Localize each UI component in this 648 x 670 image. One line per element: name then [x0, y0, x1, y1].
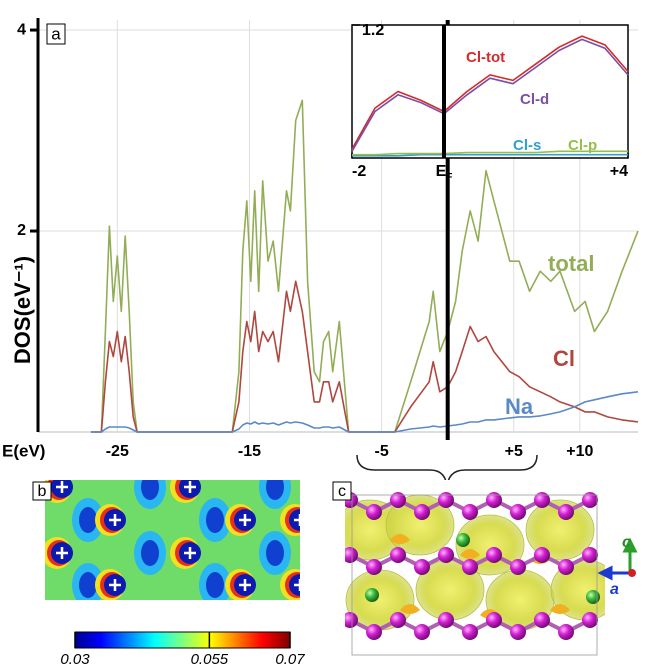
cl-atom	[534, 547, 550, 563]
x-axis-label: E(eV)	[2, 441, 45, 460]
tick-text: -2	[352, 163, 366, 180]
x-tick-label: EF	[436, 163, 453, 182]
cl-atom	[342, 547, 358, 563]
colorbar-tick-label: 0.055	[191, 651, 229, 668]
low-density	[141, 474, 159, 500]
cl-atom	[534, 492, 550, 508]
panel-label: c	[338, 483, 346, 500]
series-label: Cl-d	[520, 91, 549, 108]
inset-chart: 1.2 -2 EF +4 Cl-tot Cl-d Cl-s Cl-p	[352, 22, 628, 182]
cl-atom	[558, 624, 574, 640]
y-axis-label: DOS(eV⁻¹)	[10, 256, 35, 364]
cl-atom	[582, 612, 598, 628]
cl-atom	[414, 624, 430, 640]
cl-atom	[438, 492, 454, 508]
cl-atom	[462, 624, 478, 640]
panel-b	[42, 465, 311, 607]
series-line	[91, 392, 638, 432]
na-atom	[586, 590, 600, 604]
figure: -25-15-5+5+1024totalClNaaDOS(eV⁻¹)E(eV) …	[0, 0, 648, 670]
low-density	[206, 507, 224, 533]
cl-atom	[510, 504, 526, 520]
panel-label: b	[38, 483, 47, 500]
axis-label: c	[622, 534, 631, 551]
colorbar-tick-label: 0.07	[275, 651, 305, 668]
cl-atom	[390, 612, 406, 628]
low-density	[206, 572, 224, 598]
series-label: Cl-s	[513, 137, 541, 154]
cl-atom	[510, 624, 526, 640]
y-tick-label: 1.2	[362, 22, 384, 39]
x-tick-label: +10	[566, 443, 593, 460]
low-density	[79, 507, 97, 533]
cl-atom	[438, 612, 454, 628]
axis-label: a	[610, 581, 619, 598]
cl-atom	[462, 504, 478, 520]
na-atom	[456, 533, 470, 547]
cl-atom	[366, 624, 382, 640]
series-label: Cl	[553, 346, 575, 371]
panel-label: a	[51, 24, 61, 43]
cl-atom	[390, 547, 406, 563]
y-tick-label: 4	[17, 21, 26, 38]
tick-text: E	[436, 163, 447, 180]
cl-atom	[534, 612, 550, 628]
series-label: total	[548, 251, 594, 276]
low-density	[141, 540, 159, 566]
x-tick-label: -2	[352, 163, 366, 180]
panel-c	[336, 480, 619, 662]
x-tick-label: -25	[106, 443, 129, 460]
series-label: Cl-tot	[466, 49, 505, 66]
tick-text: +4	[610, 163, 628, 180]
cl-atom	[558, 504, 574, 520]
y-tick-label: 2	[17, 222, 26, 239]
cl-atom	[582, 492, 598, 508]
cl-atom	[510, 559, 526, 575]
series-label: Cl-p	[568, 137, 597, 154]
low-density	[266, 474, 284, 500]
cl-atom	[486, 612, 502, 628]
cl-atom	[558, 559, 574, 575]
low-density	[266, 540, 284, 566]
cl-atom	[366, 559, 382, 575]
cl-atom	[342, 612, 358, 628]
series-label: Na	[505, 394, 534, 419]
x-tick-label: -15	[238, 443, 261, 460]
colorbar-tick-label: 0.03	[60, 651, 90, 668]
cl-atom	[414, 504, 430, 520]
cl-atom	[438, 547, 454, 563]
cl-atom	[582, 547, 598, 563]
x-tick-label: +4	[610, 163, 628, 180]
low-density	[79, 572, 97, 598]
x-tick-label: +5	[505, 443, 523, 460]
cl-atom	[366, 504, 382, 520]
cl-atom	[486, 547, 502, 563]
cl-atom	[462, 559, 478, 575]
cl-atom	[414, 559, 430, 575]
tick-subscript: F	[446, 172, 452, 183]
x-tick-label: -5	[374, 443, 388, 460]
na-atom	[365, 588, 379, 602]
cl-atom	[486, 492, 502, 508]
cl-atom	[390, 492, 406, 508]
colorbar	[75, 632, 290, 648]
axis-origin	[628, 569, 636, 577]
